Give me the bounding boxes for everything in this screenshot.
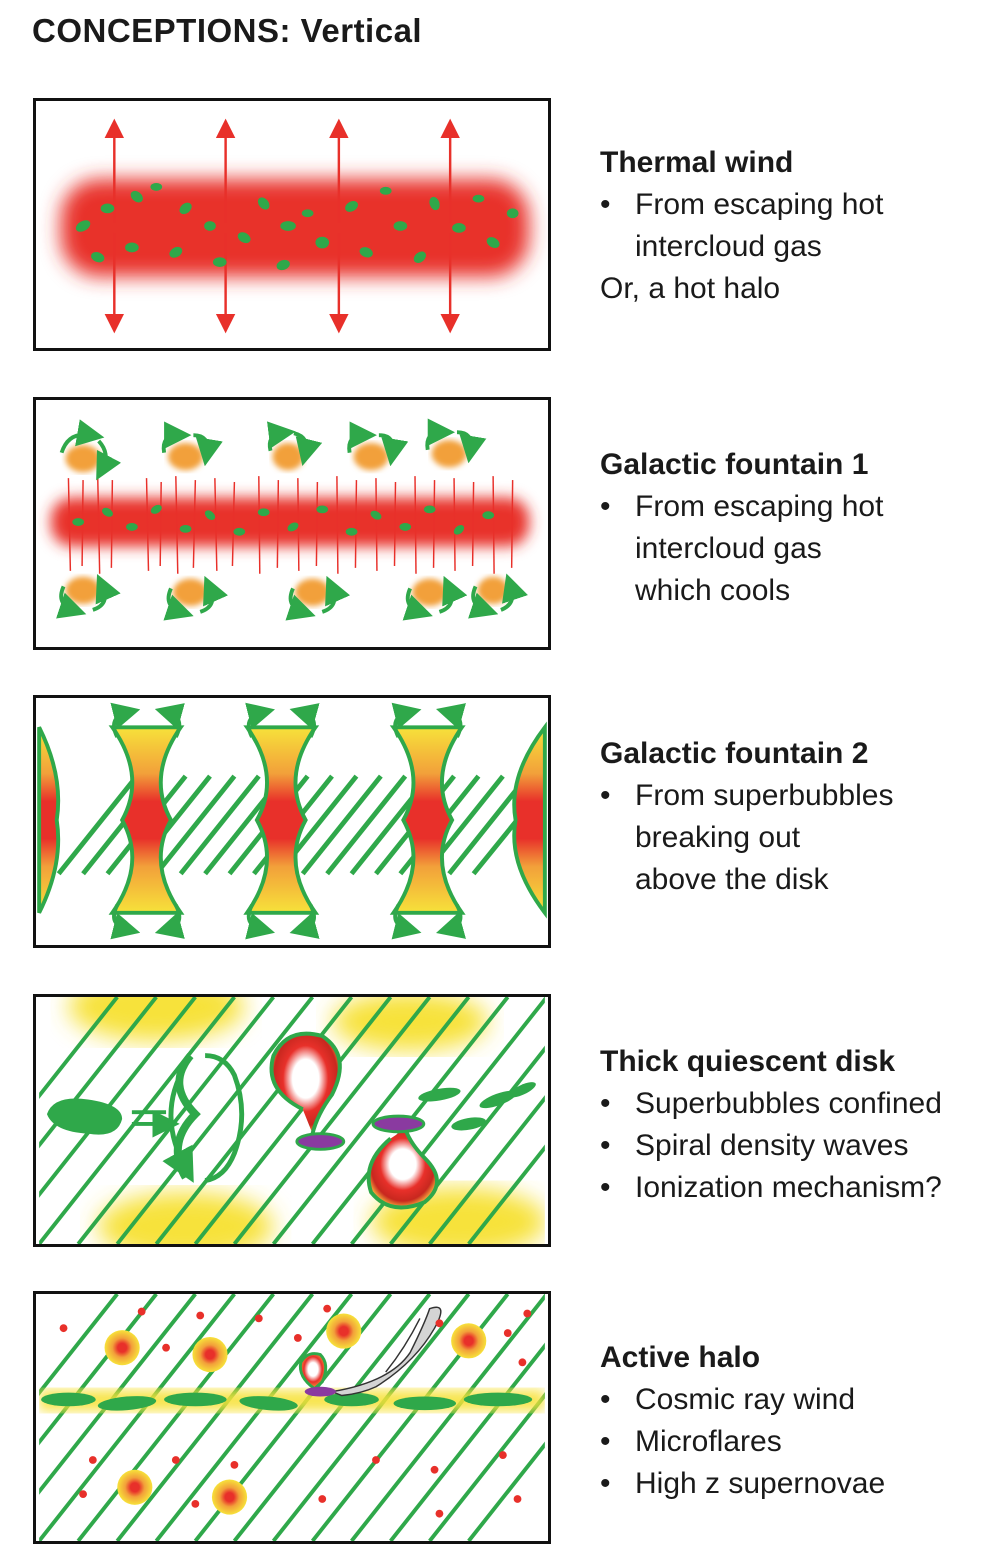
bullet-item: Ionization mechanism? — [600, 1167, 942, 1209]
superbubbles — [37, 702, 547, 940]
bullet-item: From escaping hot — [600, 486, 883, 528]
galactic-fountain-1-description: Galactic fountain 1 From escaping hot in… — [600, 444, 883, 612]
galactic-fountain-1-diagram — [33, 397, 551, 650]
bullet-item: Spiral density waves — [600, 1125, 942, 1167]
bullet-continuation: which cools — [635, 574, 791, 607]
thermal-wind-diagram — [33, 98, 551, 351]
bullet-continuation: breaking out — [635, 821, 801, 854]
cold-clouds — [75, 183, 519, 271]
escaping-gas-streaks — [67, 476, 514, 574]
bullet-item: From superbubbles — [600, 775, 893, 817]
spiral-density-wave — [46, 1053, 245, 1183]
bullet-continuation: above the disk — [635, 863, 829, 896]
cold-clouds — [418, 1082, 536, 1131]
high-z-supernovae — [104, 1313, 487, 1515]
wind-arrows — [104, 118, 460, 334]
panel-heading: Galactic fountain 2 — [600, 737, 869, 770]
bullet-continuation: intercloud gas — [635, 532, 822, 565]
cooling-clouds-top — [59, 418, 487, 481]
bullet-item: High z supernovae — [600, 1463, 885, 1505]
thermal-wind-description: Thermal wind From escaping hot interclou… — [600, 142, 883, 310]
page-title: CONCEPTIONS: Vertical — [32, 12, 423, 49]
bullet-item: Cosmic ray wind — [600, 1379, 885, 1421]
microflare-bubble — [298, 1352, 336, 1397]
hot-gas-disk — [50, 497, 530, 547]
bullet-item: From escaping hot — [600, 184, 883, 226]
galactic-fountain-2-diagram — [33, 695, 551, 948]
thick-quiescent-disk-description: Thick quiescent disk Superbubbles confin… — [600, 1041, 942, 1209]
active-halo-description: Active halo Cosmic ray wind Microflares … — [600, 1337, 885, 1505]
panel-heading: Thick quiescent disk — [600, 1045, 896, 1078]
thick-quiescent-disk-diagram — [33, 994, 551, 1247]
panel-heading: Thermal wind — [600, 146, 794, 179]
galactic-fountain-2-description: Galactic fountain 2 From superbubbles br… — [600, 733, 893, 901]
cooling-clouds-bottom — [56, 573, 528, 621]
active-halo-diagram — [33, 1291, 551, 1544]
panel-heading: Galactic fountain 1 — [600, 448, 869, 481]
cosmic-ray-dots — [59, 1304, 532, 1518]
thin-disk-clouds — [41, 1392, 533, 1411]
bullet-continuation: intercloud gas — [635, 230, 822, 263]
panel-heading: Active halo — [600, 1341, 761, 1374]
note-text: Or, a hot halo — [600, 272, 781, 305]
cold-clouds — [72, 504, 495, 536]
bullet-item: Microflares — [600, 1421, 885, 1463]
bullet-item: Superbubbles confined — [600, 1083, 942, 1125]
cosmic-ray-plume — [329, 1306, 442, 1397]
yellow-glow — [68, 997, 245, 1041]
confined-superbubbles — [269, 1031, 439, 1210]
